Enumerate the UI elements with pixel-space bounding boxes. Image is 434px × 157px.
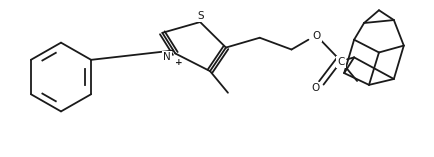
Text: +: + [175, 58, 183, 67]
Text: S: S [198, 11, 204, 21]
Text: C: C [338, 57, 345, 67]
Text: N: N [164, 52, 171, 62]
Text: O: O [311, 83, 319, 93]
Text: O: O [312, 31, 320, 41]
